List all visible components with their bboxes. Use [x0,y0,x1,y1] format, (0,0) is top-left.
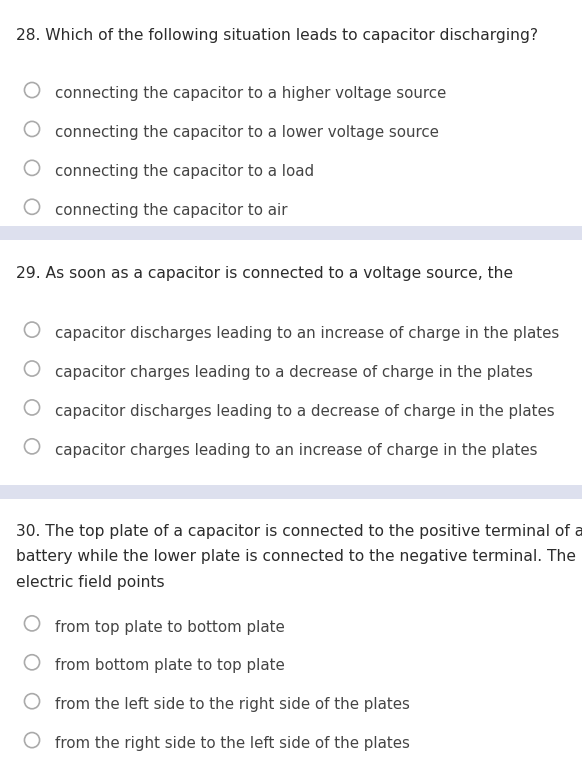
FancyBboxPatch shape [0,226,582,240]
Text: 30. The top plate of a capacitor is connected to the positive terminal of a: 30. The top plate of a capacitor is conn… [16,524,582,539]
FancyBboxPatch shape [0,485,582,499]
Text: from top plate to bottom plate: from top plate to bottom plate [55,620,285,635]
Text: connecting the capacitor to a lower voltage source: connecting the capacitor to a lower volt… [55,125,439,140]
Text: battery while the lower plate is connected to the negative terminal. The: battery while the lower plate is connect… [16,549,576,565]
Text: capacitor discharges leading to a decrease of charge in the plates: capacitor discharges leading to a decrea… [55,404,555,419]
Text: from the right side to the left side of the plates: from the right side to the left side of … [55,736,410,752]
Text: from the left side to the right side of the plates: from the left side to the right side of … [55,697,410,713]
Text: connecting the capacitor to air: connecting the capacitor to air [55,203,288,218]
Text: electric field points: electric field points [16,575,165,590]
Text: capacitor charges leading to an increase of charge in the plates: capacitor charges leading to an increase… [55,443,538,458]
Text: 28. Which of the following situation leads to capacitor discharging?: 28. Which of the following situation lea… [16,28,538,43]
Text: connecting the capacitor to a higher voltage source: connecting the capacitor to a higher vol… [55,86,446,101]
Text: connecting the capacitor to a load: connecting the capacitor to a load [55,164,314,179]
Text: capacitor discharges leading to an increase of charge in the plates: capacitor discharges leading to an incre… [55,326,559,341]
Text: 29. As soon as a capacitor is connected to a voltage source, the: 29. As soon as a capacitor is connected … [16,266,513,282]
Text: from bottom plate to top plate: from bottom plate to top plate [55,658,285,674]
Text: capacitor charges leading to a decrease of charge in the plates: capacitor charges leading to a decrease … [55,365,533,380]
